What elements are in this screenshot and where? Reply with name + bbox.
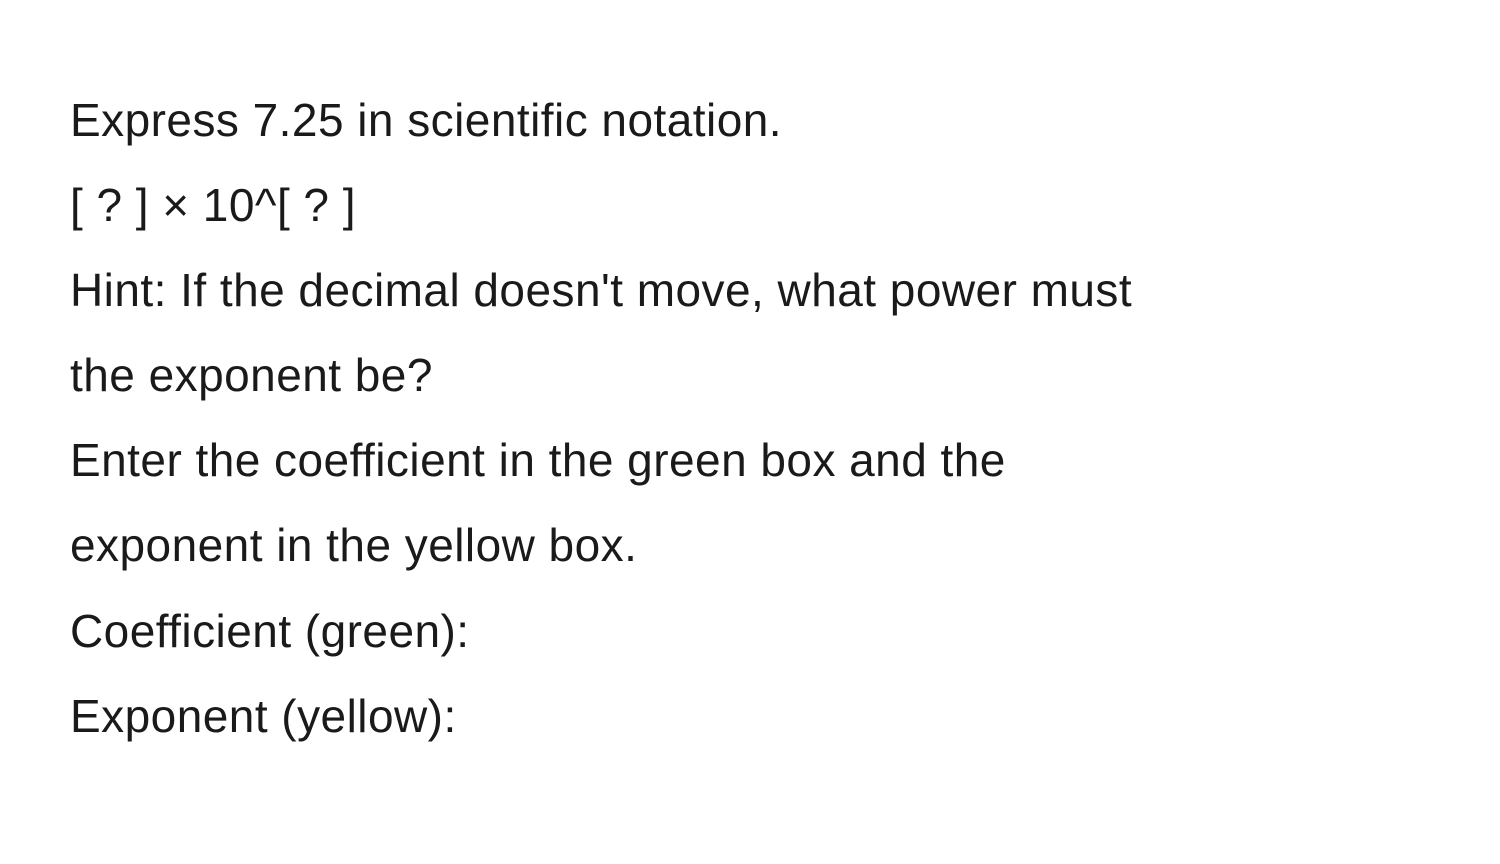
coefficient-label: Coefficient (green): xyxy=(70,589,1430,674)
hint-line-1: Hint: If the decimal doesn't move, what … xyxy=(70,248,1430,333)
document-page: Express 7.25 in scientific notation. [ ?… xyxy=(0,0,1500,759)
exponent-label: Exponent (yellow): xyxy=(70,674,1430,759)
hint-line-2: the exponent be? xyxy=(70,333,1430,418)
instruction-line-1: Enter the coefficient in the green box a… xyxy=(70,418,1430,503)
instruction-line-2: exponent in the yellow box. xyxy=(70,503,1430,588)
template-line: [ ? ] × 10^[ ? ] xyxy=(70,163,1430,248)
prompt-line: Express 7.25 in scientific notation. xyxy=(70,78,1430,163)
